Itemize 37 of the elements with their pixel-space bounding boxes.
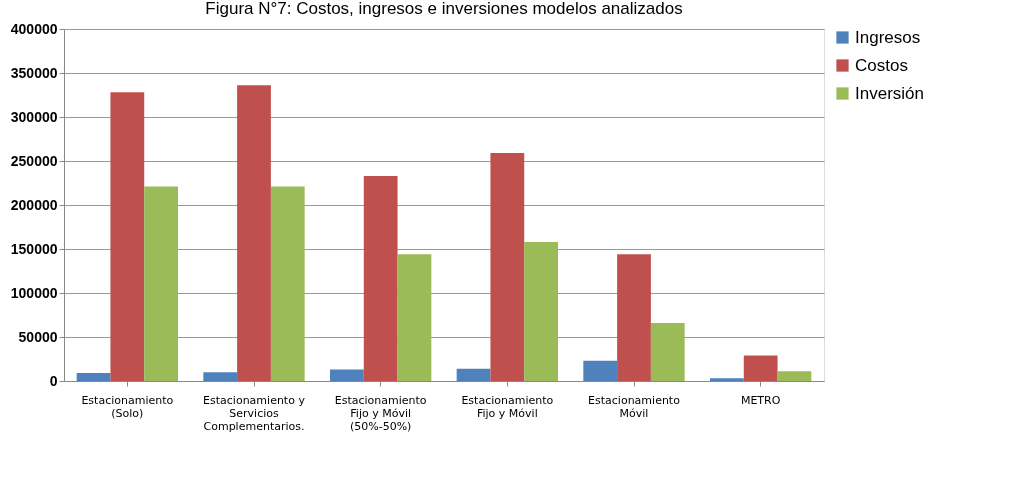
x-tick-label: Estacionamiento (Solo) xyxy=(81,393,174,420)
x-tick-label: Estacionamiento Móvil xyxy=(588,393,681,420)
legend-label: Inversión xyxy=(855,83,924,103)
x-tick-label: METRO xyxy=(740,393,781,407)
bar xyxy=(397,254,432,381)
y-tick-label: 250000 xyxy=(10,152,58,169)
bar xyxy=(743,355,778,381)
y-tick-label: 0 xyxy=(49,372,58,389)
y-tick-label: 150000 xyxy=(10,240,58,257)
bar xyxy=(650,322,685,381)
legend-label: Costos xyxy=(855,55,908,75)
bar xyxy=(144,186,178,381)
bar xyxy=(617,254,651,381)
bar xyxy=(524,241,558,381)
bar xyxy=(270,186,305,381)
bar xyxy=(76,373,111,381)
y-tick-label: 300000 xyxy=(10,108,58,125)
bar xyxy=(237,85,271,381)
bar xyxy=(330,369,364,381)
y-tick-label: 50000 xyxy=(18,328,58,345)
bar xyxy=(777,371,812,381)
x-tick-label: Estacionamiento Fijo y Móvil xyxy=(461,393,554,420)
y-tick-label: 100000 xyxy=(10,284,58,301)
y-tick-label: 200000 xyxy=(10,196,58,213)
x-tick-label: Estacionamiento Fijo y Móvil (50%-50%) xyxy=(334,393,427,433)
bar xyxy=(490,153,525,381)
x-tick-label: Estacionamiento y Servicios Complementarios. xyxy=(203,393,306,433)
y-tick-label: 400000 xyxy=(10,20,58,37)
bar xyxy=(363,175,398,381)
bar xyxy=(203,372,238,381)
bar xyxy=(456,368,491,381)
bar xyxy=(710,378,744,381)
y-tick-label: 350000 xyxy=(10,64,58,81)
legend-label: Ingresos xyxy=(855,27,921,47)
chart-title: Figura N°7: Costos, ingresos e inversiones modelos analizados xyxy=(205,0,683,18)
bar xyxy=(110,92,145,381)
bar xyxy=(583,360,618,381)
